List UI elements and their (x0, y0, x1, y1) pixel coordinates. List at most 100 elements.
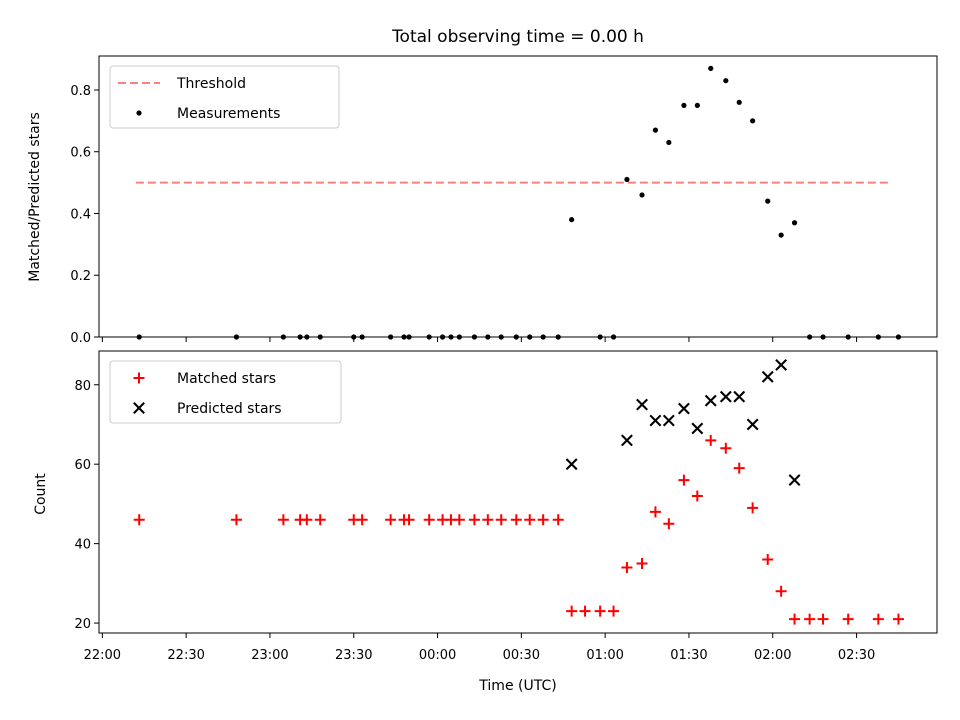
bottom-x-tick-label: 01:30 (670, 648, 707, 663)
predicted-stars-point (746, 418, 759, 431)
top-y-tick-label: 0.6 (70, 146, 91, 161)
bottom-y-tick-label: 20 (74, 617, 91, 632)
measurements-point (765, 198, 771, 204)
matched-stars-point (608, 605, 620, 617)
top-panel: 0.0 0.2 0.4 0.6 0.8 Threshold Measurements (70, 55, 938, 346)
matched-stars-point (789, 613, 801, 625)
matched-stars-point (537, 514, 549, 526)
bottom-x-tick-label: 22:00 (84, 648, 121, 663)
bottom-x-tick-label: 23:00 (251, 648, 288, 663)
matched-stars-point (524, 514, 536, 526)
top-y-axis-label: Matched/Predicted stars (27, 112, 43, 282)
top-y-tick-label: 0.2 (70, 269, 91, 284)
measurements-point (666, 139, 672, 146)
measurements-point (708, 65, 714, 71)
bottom-y-axis-label: Count (33, 473, 49, 515)
top-legend-handle (136, 110, 142, 116)
predicted-stars-point (704, 394, 717, 407)
bottom-panel: 20 40 60 80 22:00 22:30 23:00 23:30 00:00 00:30 01… (74, 350, 938, 663)
matched-stars-point (566, 605, 578, 617)
matched-stars-point (385, 514, 397, 526)
matched-stars-point (133, 514, 145, 526)
predicted-stars-point (649, 414, 662, 427)
matched-stars-point (552, 514, 564, 526)
predicted-stars-point (761, 370, 774, 383)
matched-stars-point (663, 518, 675, 530)
predicted-stars-point (662, 414, 675, 427)
matched-stars-point (804, 613, 816, 625)
bottom-plot-frame (98, 350, 938, 634)
predicted-stars-point (719, 390, 732, 403)
matched-stars-point (762, 554, 774, 566)
matched-stars-point (594, 605, 606, 617)
bottom-x-tick-label: 22:30 (167, 648, 204, 663)
bottom-legend-handle (133, 372, 145, 384)
matched-stars-point (495, 514, 507, 526)
top-legend-label: Measurements (177, 106, 280, 122)
measurements-point (569, 217, 575, 223)
bottom-legend (109, 360, 342, 424)
matched-stars-point (649, 506, 661, 518)
bottom-y-tick-label: 80 (74, 379, 91, 394)
measurements-point (736, 99, 742, 105)
bottom-y-tick-label: 40 (74, 538, 91, 553)
bottom-legend-label: Predicted stars (177, 401, 282, 417)
top-legend (109, 65, 340, 129)
measurements-point (778, 232, 784, 238)
predicted-stars-point (636, 398, 648, 411)
matched-stars-point (403, 514, 415, 526)
chart-title: Total observing time = 0.00 h (391, 27, 644, 47)
predicted-stars-point (775, 358, 788, 371)
matched-stars-point (510, 514, 522, 526)
matched-stars-point (678, 474, 690, 486)
bottom-x-tick-label: 00:30 (503, 648, 540, 663)
matched-stars-point (747, 502, 759, 514)
measurements-point (681, 102, 687, 109)
matched-stars-point (733, 462, 745, 474)
matched-stars-point (621, 561, 633, 573)
top-plot-frame (98, 55, 938, 338)
measurements-point (723, 78, 729, 84)
bottom-x-tick-label: 02:00 (754, 648, 791, 663)
matched-stars-point (892, 613, 904, 625)
bottom-x-tick-label: 02:30 (838, 648, 875, 663)
predicted-stars-point (788, 474, 801, 487)
measurements-point (791, 220, 798, 226)
matched-stars-point (636, 557, 648, 569)
matched-stars-point (277, 514, 289, 526)
top-y-tick-label: 0.4 (70, 207, 91, 222)
bottom-x-tick-label: 00:00 (419, 648, 456, 663)
predicted-stars-point (677, 402, 690, 415)
measurements-point (639, 192, 645, 198)
matched-stars-point (705, 434, 717, 446)
matched-stars-point (301, 514, 313, 526)
predicted-stars-point (565, 458, 578, 471)
measurements-point (750, 118, 756, 124)
bottom-y-tick-label: 60 (74, 458, 91, 473)
matched-stars-point (314, 514, 326, 526)
matched-stars-point (468, 514, 480, 526)
matched-stars-point (842, 613, 854, 625)
x-axis-label: Time (UTC) (478, 678, 556, 694)
bottom-x-tick-label: 01:00 (586, 648, 623, 663)
measurements-point (652, 127, 659, 133)
predicted-stars-point (733, 390, 746, 403)
top-y-tick-label: 0.0 (70, 331, 91, 346)
matched-stars-point (453, 514, 465, 526)
predicted-stars-point (620, 434, 633, 447)
bottom-x-tick-label: 23:30 (335, 648, 372, 663)
matched-stars-point (356, 514, 368, 526)
matched-stars-point (691, 490, 703, 502)
bottom-legend-label: Matched stars (177, 371, 276, 387)
measurements-point (694, 102, 700, 109)
matched-stars-point (817, 613, 829, 625)
top-legend-label: Threshold (176, 76, 246, 92)
matched-stars-point (423, 514, 435, 526)
matched-stars-point (579, 605, 591, 617)
matched-stars-point (230, 514, 242, 526)
matched-stars-point (720, 442, 732, 454)
matched-stars-point (775, 585, 787, 597)
matched-stars-point (872, 613, 884, 625)
bottom-legend-handle (133, 402, 145, 414)
